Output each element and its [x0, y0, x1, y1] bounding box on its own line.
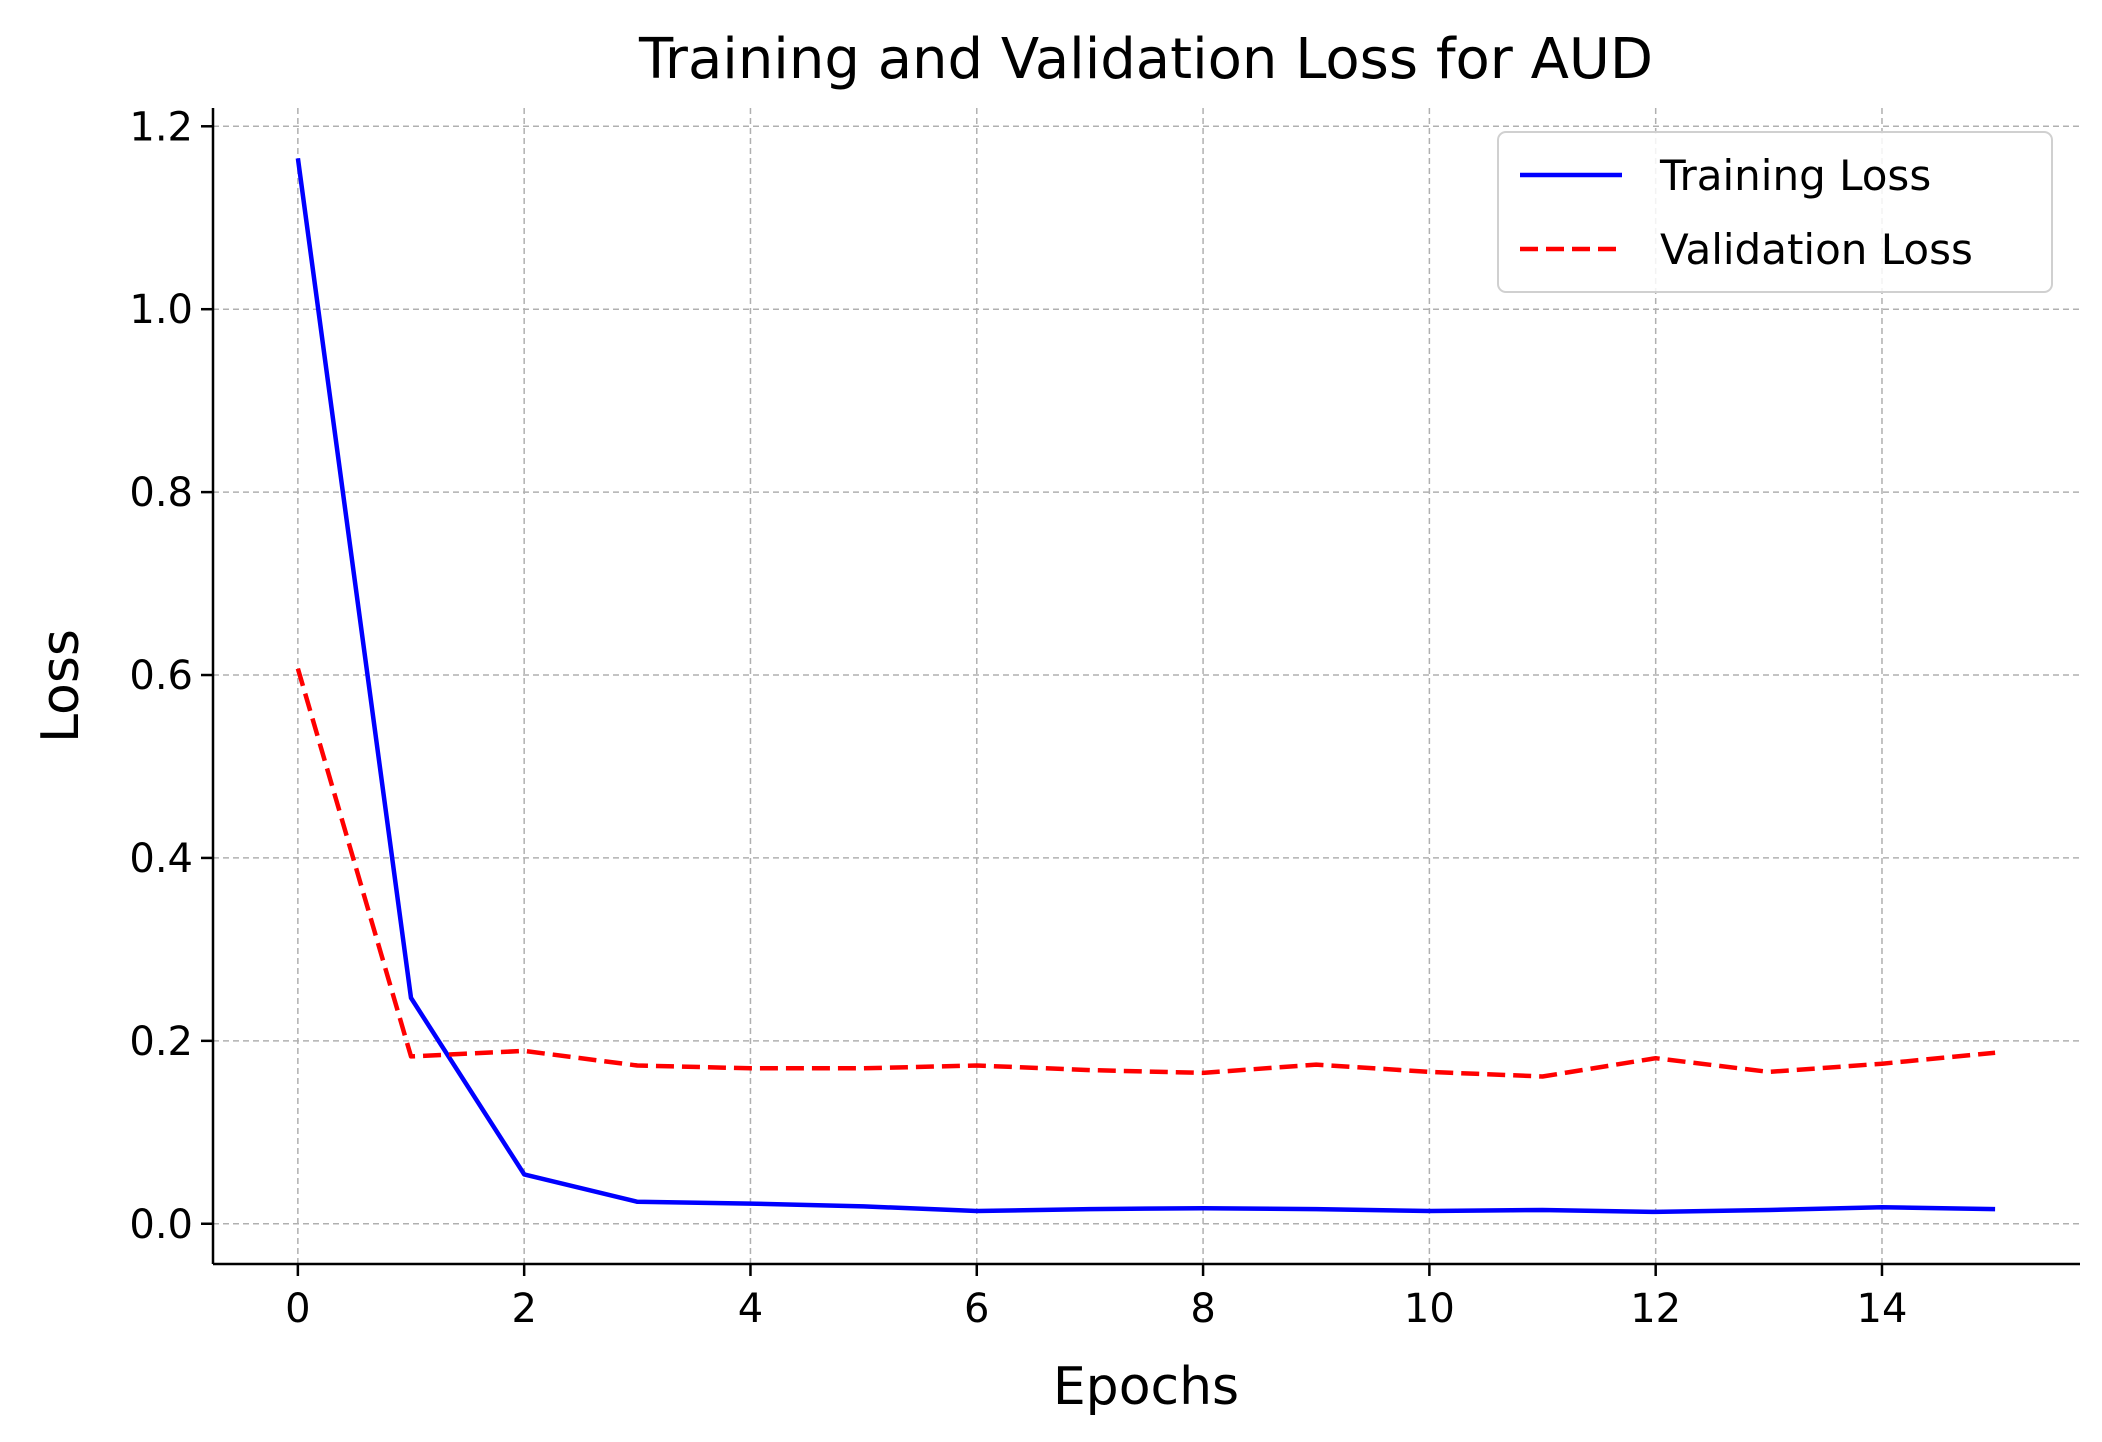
series-line-validation: [295, 667, 1996, 1079]
y-tick-label: 0.6: [129, 653, 193, 699]
y-tick-label: 0.0: [129, 1202, 193, 1248]
y-tick-label: 1.0: [129, 287, 193, 333]
x-tick-label: 12: [1630, 1286, 1681, 1332]
x-tick-label: 10: [1404, 1286, 1455, 1332]
y-axis-label: Loss: [31, 629, 91, 743]
x-tick-label: 0: [285, 1286, 310, 1332]
x-tick-label: 4: [738, 1286, 763, 1332]
x-tick-label: 2: [511, 1286, 536, 1332]
x-axis-label: Epochs: [1053, 1357, 1239, 1417]
legend: Training Loss Validation Loss: [1497, 131, 2053, 293]
y-ticks: 0.0 0.2 0.4 0.6 0.8 1.0 1.2: [129, 104, 213, 1248]
x-tick-label: 6: [964, 1286, 989, 1332]
chart-title: Training and Validation Loss for AUD: [638, 27, 1653, 92]
legend-items: Training Loss Validation Loss: [1520, 151, 1973, 274]
y-tick-label: 0.4: [129, 836, 193, 882]
x-tick-label: 14: [1857, 1286, 1908, 1332]
grid: [213, 108, 2080, 1264]
y-tick-label: 1.2: [129, 104, 193, 150]
series-line-training: [295, 157, 1996, 1215]
legend-box: [1497, 131, 2053, 293]
legend-label: Training Loss: [1659, 151, 1931, 200]
x-ticks: 0 2 4 6 8 10 12 14: [285, 1264, 1907, 1332]
legend-label: Validation Loss: [1660, 225, 1973, 274]
y-tick-label: 0.8: [129, 470, 193, 516]
y-tick-label: 0.2: [129, 1019, 193, 1065]
x-tick-label: 8: [1190, 1286, 1215, 1332]
series-layer: [295, 157, 1996, 1215]
